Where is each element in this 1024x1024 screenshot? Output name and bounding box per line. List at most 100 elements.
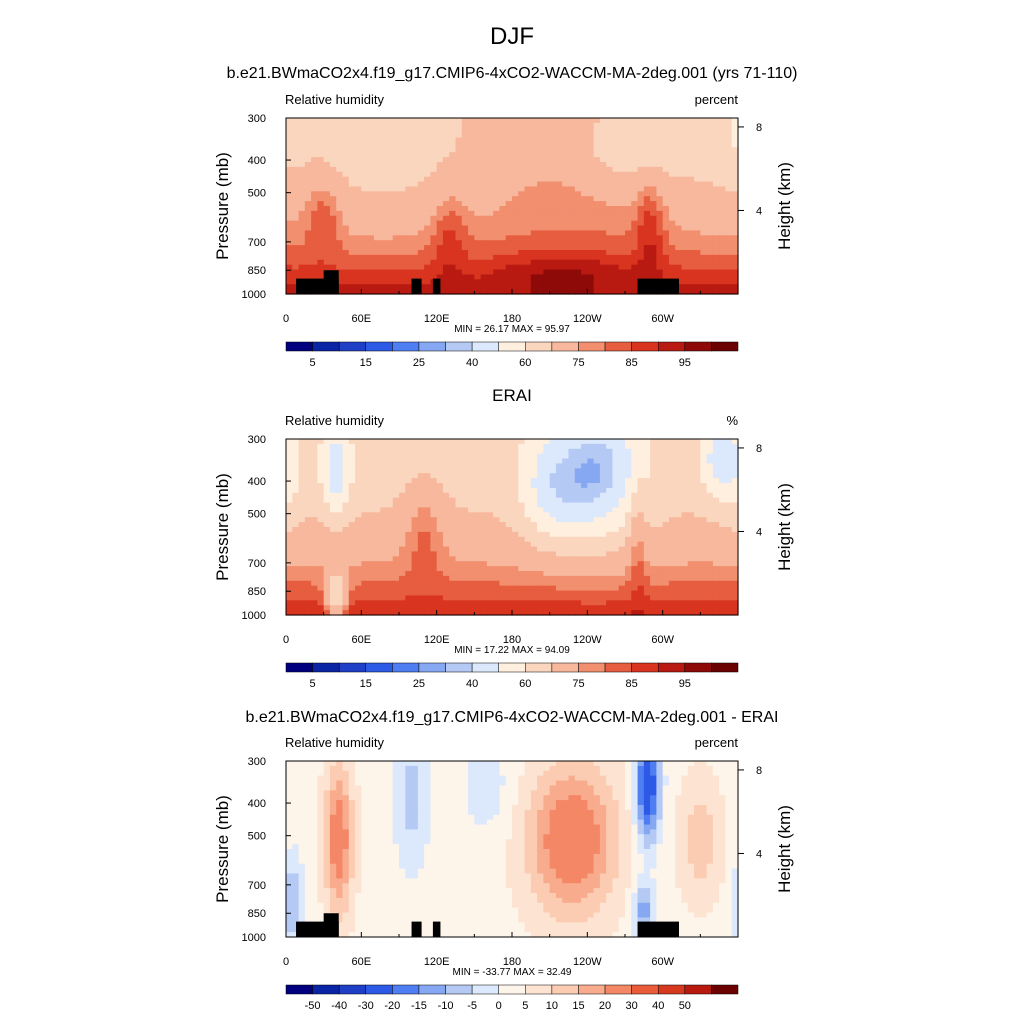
field-cell — [317, 492, 325, 499]
field-cell — [574, 531, 582, 538]
field-cell — [436, 502, 444, 509]
field-cell — [681, 181, 689, 188]
field-cell — [367, 201, 375, 207]
field-cell — [336, 284, 344, 290]
field-cell — [637, 443, 645, 450]
field-cell — [631, 196, 639, 202]
field-cell — [555, 507, 563, 513]
field-cell — [618, 531, 626, 538]
field-cell — [436, 556, 444, 562]
field-cell — [304, 561, 312, 567]
field-cell — [625, 230, 632, 236]
field-cell — [342, 220, 350, 227]
field-cell — [361, 240, 369, 246]
field-cell — [518, 215, 526, 222]
field-cell — [430, 210, 438, 217]
field-cell — [731, 448, 739, 455]
field-cell — [568, 235, 576, 241]
field-cell — [493, 137, 501, 144]
field-cell — [405, 502, 413, 509]
field-cell — [323, 595, 331, 601]
field-cell — [286, 235, 293, 241]
field-cell — [361, 132, 369, 139]
field-cell — [555, 176, 563, 183]
field-cell — [549, 590, 557, 597]
field-cell — [411, 512, 419, 518]
field-cell — [656, 551, 664, 557]
field-cell — [675, 483, 683, 489]
field-cell — [417, 201, 425, 207]
field-cell — [304, 458, 312, 465]
field-cell — [599, 551, 607, 557]
field-cell — [706, 483, 714, 489]
field-cell — [380, 206, 388, 212]
field-cell — [461, 443, 469, 450]
field-cell — [367, 206, 375, 212]
field-cell — [386, 575, 394, 582]
field-cell — [512, 191, 519, 197]
field-cell — [537, 458, 544, 465]
field-cell — [549, 250, 557, 256]
field-cell — [581, 181, 588, 188]
field-cell — [719, 152, 727, 158]
field-cell — [480, 439, 488, 445]
field-cell — [380, 152, 388, 158]
field-cell — [687, 171, 695, 178]
field-cell — [518, 541, 526, 548]
field-cell — [317, 566, 325, 572]
field-cell — [355, 220, 362, 227]
field-cell — [694, 512, 701, 518]
field-cell — [518, 551, 526, 557]
field-cell — [581, 439, 588, 445]
field-cell — [537, 492, 544, 499]
field-cell — [512, 122, 519, 129]
field-cell — [367, 463, 375, 469]
field-cell — [543, 206, 551, 212]
field-cell — [530, 225, 538, 232]
field-cell — [380, 225, 388, 232]
field-cell — [662, 245, 670, 251]
field-cell — [731, 483, 739, 489]
field-cell — [700, 127, 708, 134]
field-cell — [286, 483, 293, 489]
field-cell — [455, 250, 463, 256]
field-cell — [430, 463, 438, 469]
field-cell — [348, 137, 356, 144]
field-cell — [411, 590, 419, 597]
field-cell — [304, 274, 312, 280]
field-cell — [694, 531, 701, 538]
field-cell — [474, 142, 482, 148]
field-cell — [417, 439, 425, 445]
field-cell — [348, 527, 356, 533]
field-cell — [329, 551, 337, 557]
field-cell — [474, 536, 482, 543]
field-cell — [424, 590, 431, 597]
field-cell — [449, 580, 457, 587]
field-cell — [411, 250, 419, 256]
field-cell — [304, 186, 312, 192]
field-cell — [468, 473, 475, 479]
field-cell — [581, 556, 588, 562]
field-cell — [449, 289, 457, 295]
field-cell — [555, 541, 563, 548]
field-cell — [530, 556, 538, 562]
field-cell — [574, 118, 582, 124]
field-cell — [499, 590, 507, 597]
field-cell — [574, 546, 582, 553]
field-cell — [480, 210, 488, 217]
field-cell — [292, 453, 300, 460]
field-cell — [543, 215, 551, 222]
field-cell — [449, 269, 457, 276]
field-cell — [468, 191, 475, 197]
field-cell — [367, 453, 375, 460]
field-cell — [348, 497, 356, 504]
field-cell — [455, 541, 463, 548]
field-cell — [712, 546, 720, 553]
field-cell — [367, 152, 375, 158]
field-cell — [486, 259, 494, 266]
field-cell — [468, 507, 475, 513]
field-cell — [681, 274, 689, 280]
field-cell — [631, 443, 639, 450]
field-cell — [499, 122, 507, 129]
field-cell — [455, 142, 463, 148]
